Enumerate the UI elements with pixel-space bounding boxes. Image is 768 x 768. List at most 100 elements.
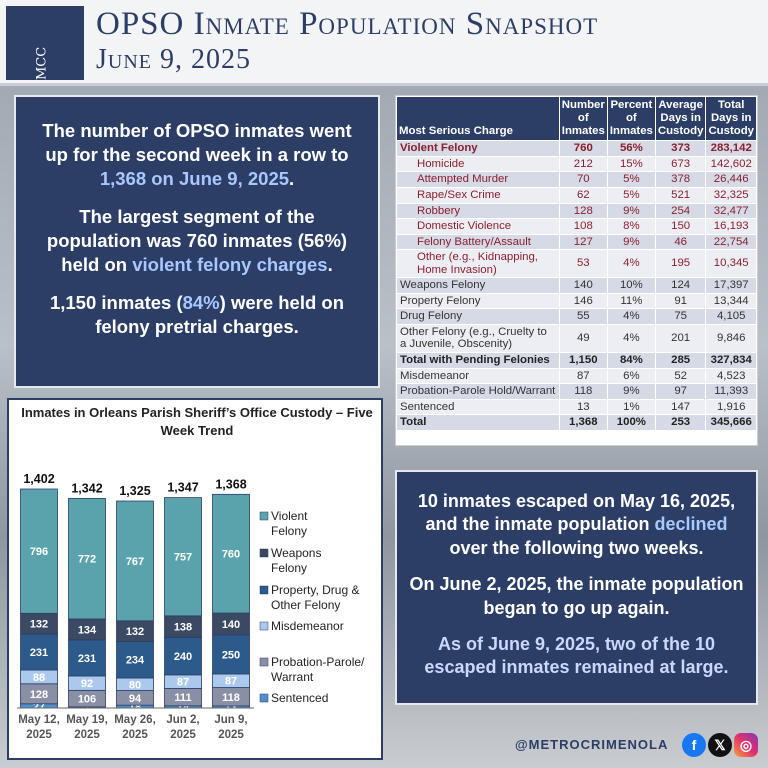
table-cell: 16,193	[705, 218, 757, 235]
charge-table: Most Serious Charge Number of Inmates Perc…	[395, 95, 758, 446]
table-cell: Property Felony	[396, 292, 560, 310]
bar-segment	[116, 641, 154, 679]
table-cell: 5%	[606, 186, 656, 204]
instagram-icon[interactable]: ◎	[734, 733, 758, 757]
header: MCC OPSO Inmate Population Snapshot June…	[0, 0, 768, 86]
table-cell: 327,834	[705, 351, 757, 369]
table-cell: Rape/Sex Crime	[396, 186, 560, 204]
table-cell: 150	[654, 218, 707, 235]
table-cell: 87	[558, 367, 608, 385]
table-cell: 140	[558, 277, 608, 294]
escape-p2: On June 2, 2025, the inmate population b…	[409, 574, 744, 618]
table-cell: 11,393	[705, 383, 757, 400]
table-cell: 4%	[606, 323, 656, 353]
page-title: OPSO Inmate Population Snapshot	[96, 6, 599, 42]
data-label: 796	[30, 546, 48, 558]
x-icon[interactable]: 𝕏	[708, 733, 732, 757]
table-cell: 22,754	[705, 233, 757, 251]
table-cell: 6%	[606, 367, 656, 385]
table-cell: 521	[654, 186, 707, 204]
text: over the following two weeks.	[449, 537, 704, 558]
data-label: 94	[129, 693, 142, 705]
legend-label: Sentenced	[271, 691, 328, 705]
table-cell: 17,397	[705, 277, 757, 294]
summary-p2: The largest segment of the population wa…	[30, 205, 364, 277]
legend-label: Felony	[271, 524, 307, 538]
table-cell: 9,846	[705, 323, 757, 353]
table-cell: 91	[654, 292, 707, 310]
table-cell: 84%	[606, 351, 656, 369]
data-label: 111	[174, 692, 191, 704]
logo-text: MCC	[34, 46, 50, 80]
table-cell: 1%	[606, 398, 656, 416]
legend-swatch	[259, 657, 269, 667]
bar-segment	[20, 488, 58, 614]
text: The largest segment of the population wa…	[46, 206, 348, 276]
table-cell: 142,602	[705, 155, 757, 173]
table-cell: 212	[558, 155, 608, 173]
x-tick-label: May 19,	[66, 714, 108, 726]
table-row: Attempted Murder 70 5% 378 26,446	[396, 171, 757, 188]
trend-chart: Inmates in Orleans Parish Sheriff’s Offi…	[7, 398, 383, 760]
table-cell: Misdemeanor	[396, 367, 560, 385]
table-cell: 4%	[606, 249, 656, 279]
total-label: 1,325	[119, 484, 150, 498]
social-handle[interactable]: @METROCRIMENOLA	[515, 737, 669, 752]
table-cell: Probation-Parole Hold/Warrant	[396, 383, 560, 400]
table-header: Most Serious Charge Number of Inmates Perc…	[396, 95, 757, 142]
legend-label: Misdemeanor	[271, 619, 344, 633]
table-cell: 118	[558, 383, 608, 400]
escape-p1: 10 inmates escaped on May 16, 2025, and …	[409, 490, 744, 560]
table-cell: 378	[654, 171, 707, 188]
legend-label: Property, Drug &	[271, 583, 359, 597]
legend-swatch	[259, 511, 269, 521]
summary-box: The number of OPSO inmates went up for t…	[14, 95, 380, 388]
table-cell: Other (e.g., Kidnapping, Home Invasion)	[396, 249, 560, 279]
table-row: Misdemeanor 87 6% 52 4,523	[396, 367, 757, 385]
highlight: violent felony charges	[132, 254, 328, 276]
table-row: Probation-Parole Hold/Warrant 118 9% 97 11,3…	[396, 383, 757, 400]
table-row: Homicide 212 15% 673 142,602	[396, 155, 757, 173]
table-cell: 285	[654, 351, 707, 369]
table-cell: 10,345	[705, 249, 757, 279]
legend-label: Weapons	[271, 546, 321, 560]
table-row: Total with Pending Felonies 1,150 84% 285 32…	[396, 351, 757, 369]
chart-title: Inmates in Orleans Parish Sheriff’s Offi…	[21, 405, 373, 438]
data-label: 760	[222, 549, 240, 561]
table-cell: 760	[558, 140, 608, 157]
table-cell: 15%	[606, 155, 656, 173]
table-cell: 124	[654, 277, 707, 294]
table-cell: 9%	[606, 233, 656, 251]
table-row: Felony Battery/Assault 127 9% 46 22,754	[396, 233, 757, 251]
escape-p3: As of June 9, 2025, two of the 10 escape…	[424, 633, 729, 678]
x-tick-label: Jun 2,	[166, 714, 199, 726]
table-row: Sentenced 13 1% 147 1,916	[396, 398, 757, 416]
table-row: Drug Felony 55 4% 75 4,105	[396, 308, 757, 325]
table-cell: 9%	[606, 383, 656, 400]
data-label: 138	[174, 622, 192, 634]
table-cell: 11%	[606, 292, 656, 310]
data-label: 240	[174, 651, 192, 663]
data-label: 757	[174, 552, 192, 564]
data-label: 234	[126, 655, 145, 667]
table-cell: 4%	[606, 308, 656, 325]
data-label: 231	[30, 647, 48, 659]
table-cell: 9%	[606, 202, 656, 220]
legend-label: Probation-Parole/	[271, 655, 365, 669]
table-cell: 97	[654, 383, 707, 400]
x-tick-label: May 12,	[18, 714, 60, 726]
table-cell: 46	[654, 233, 707, 251]
facebook-icon[interactable]: f	[682, 733, 706, 757]
table-cell: 75	[654, 308, 707, 325]
bar-segment	[212, 493, 250, 614]
text: .	[327, 254, 333, 276]
table-cell: Sentenced	[396, 398, 560, 416]
legend-swatch	[259, 693, 269, 703]
table-cell: Robbery	[396, 202, 560, 220]
data-label: 87	[225, 676, 237, 688]
data-label: 132	[126, 626, 144, 638]
table-cell: Total with Pending Felonies	[396, 351, 560, 369]
x-tick-label: 2025	[26, 729, 52, 741]
table-cell: 253	[654, 414, 707, 431]
data-label: 87	[177, 677, 189, 689]
